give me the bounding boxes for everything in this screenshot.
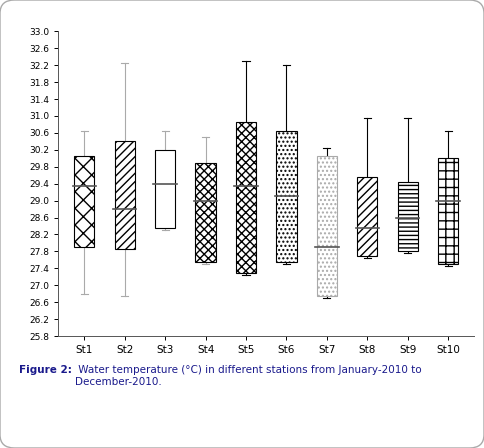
Bar (115, 142, 135, 249)
Bar (438, 158, 458, 264)
Text: Water temperature (°C) in different stations from January-2010 to December-2010.: Water temperature (°C) in different stat… (75, 365, 422, 387)
Bar (317, 156, 337, 296)
Text: Figure 2:: Figure 2: (19, 365, 72, 375)
Bar (397, 181, 418, 251)
Bar (74, 156, 94, 247)
Bar (196, 163, 216, 262)
Bar (155, 150, 175, 228)
Bar (276, 131, 297, 262)
Bar (236, 122, 256, 272)
Bar (357, 177, 378, 256)
